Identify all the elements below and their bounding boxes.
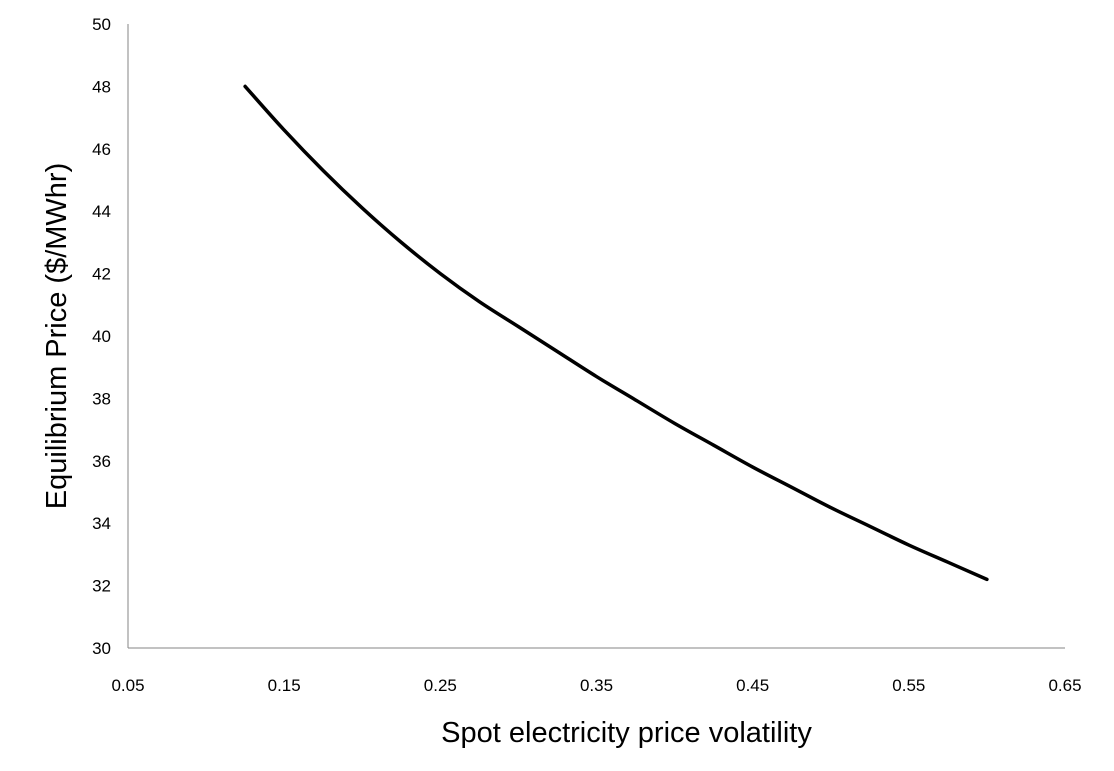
- y-tick-labels: 30 32 34 36 38 40 42 44 46 48 50: [92, 15, 111, 658]
- x-tick-labels: 0.05 0.15 0.25 0.35 0.45 0.55 0.65: [111, 676, 1081, 695]
- y-tick-label: 36: [92, 452, 111, 471]
- x-tick-label: 0.45: [736, 676, 769, 695]
- series-line: [243, 84, 989, 582]
- y-tick-label: 34: [92, 514, 111, 533]
- y-tick-label: 46: [92, 140, 111, 159]
- x-tick-label: 0.35: [580, 676, 613, 695]
- x-tick-label: 0.55: [892, 676, 925, 695]
- x-tick-label: 0.05: [111, 676, 144, 695]
- y-tick-label: 40: [92, 327, 111, 346]
- y-tick-label: 44: [92, 202, 111, 221]
- x-tick-label: 0.15: [268, 676, 301, 695]
- y-tick-label: 42: [92, 265, 111, 284]
- x-tick-label: 0.65: [1048, 676, 1081, 695]
- y-tick-label: 38: [92, 389, 111, 408]
- y-axis-title: Equilibrium Price ($/MWhr): [41, 163, 73, 509]
- y-tick-label: 30: [92, 639, 111, 658]
- x-tick-label: 0.25: [424, 676, 457, 695]
- x-axis-title: Spot electricity price volatility: [441, 717, 812, 749]
- y-tick-label: 48: [92, 77, 111, 96]
- y-tick-label: 32: [92, 577, 111, 596]
- series-layer: [243, 84, 989, 582]
- y-tick-label: 50: [92, 15, 111, 34]
